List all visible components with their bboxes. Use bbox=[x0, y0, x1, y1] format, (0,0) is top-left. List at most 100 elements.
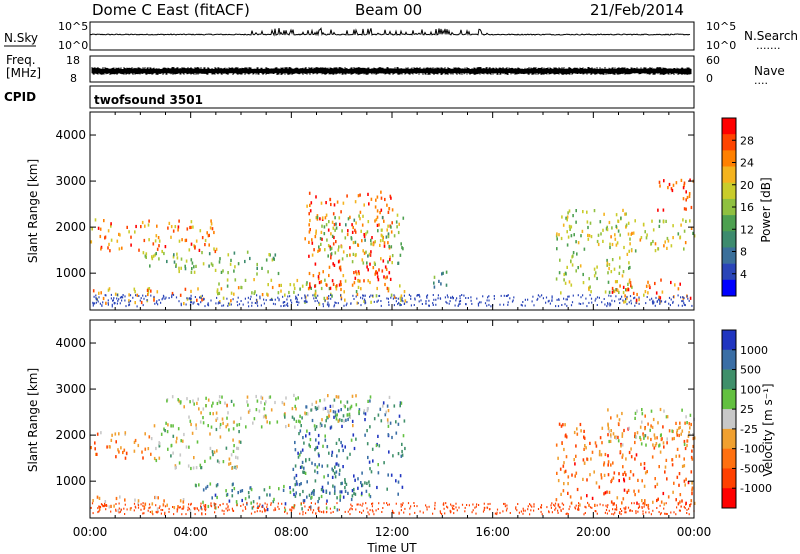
scatter-cell bbox=[570, 234, 573, 238]
scatter-cell bbox=[613, 289, 616, 293]
scatter-cell bbox=[248, 305, 250, 308]
scatter-cell bbox=[624, 300, 627, 304]
scatter-cell bbox=[403, 294, 405, 297]
scatter-cell bbox=[340, 296, 343, 300]
scatter-cell bbox=[618, 472, 620, 476]
scatter-cell bbox=[193, 456, 195, 460]
scatter-cell bbox=[618, 290, 620, 294]
scatter-cell bbox=[665, 458, 668, 462]
scatter-cell bbox=[312, 511, 314, 514]
scatter-cell bbox=[256, 507, 258, 510]
scatter-cell bbox=[150, 437, 153, 441]
scatter-cell bbox=[672, 490, 674, 494]
scatter-cell bbox=[282, 301, 284, 304]
scatter-cell bbox=[308, 212, 310, 216]
scatter-cell bbox=[596, 276, 598, 281]
scatter-cell bbox=[123, 507, 125, 510]
scatter-cell bbox=[310, 286, 312, 290]
scatter-cell bbox=[315, 216, 318, 220]
scatter-cell bbox=[232, 438, 234, 442]
scatter-cell bbox=[295, 473, 298, 478]
scatter-cell bbox=[91, 227, 93, 231]
scatter-cell bbox=[282, 488, 285, 492]
scatter-cell bbox=[226, 492, 229, 497]
scatter-cell bbox=[594, 503, 596, 507]
scatter-cell bbox=[308, 191, 311, 195]
scatter-cell bbox=[138, 295, 140, 297]
scatter-cell bbox=[666, 513, 668, 515]
scatter-cell bbox=[336, 200, 339, 204]
scatter-cell bbox=[642, 433, 645, 438]
scatter-cell bbox=[234, 465, 236, 469]
scatter-cell bbox=[325, 419, 327, 423]
scatter-cell bbox=[328, 287, 331, 291]
scatter-cell bbox=[388, 450, 390, 454]
scatter-cell bbox=[625, 223, 628, 227]
scatter-cell bbox=[95, 294, 97, 297]
scatter-cell bbox=[187, 506, 189, 509]
scatter-cell bbox=[428, 304, 430, 307]
scatter-cell bbox=[401, 246, 403, 250]
scatter-cell bbox=[170, 443, 173, 447]
scatter-cell bbox=[295, 295, 297, 298]
scatter-cell bbox=[364, 300, 366, 303]
scatter-cell bbox=[295, 407, 297, 411]
scatter-cell bbox=[318, 509, 320, 512]
scatter-cell bbox=[634, 440, 636, 445]
scatter-cell bbox=[425, 504, 427, 507]
power-scatter-cells bbox=[90, 178, 696, 308]
scatter-cell bbox=[667, 495, 670, 499]
scatter-cell bbox=[388, 304, 390, 306]
scatter-cell bbox=[663, 179, 665, 183]
scatter-cell bbox=[233, 269, 235, 273]
scatter-cell bbox=[124, 513, 126, 515]
scatter-cell bbox=[670, 298, 672, 301]
scatter-cell bbox=[164, 511, 166, 514]
scatter-cell bbox=[140, 508, 142, 511]
scatter-cell bbox=[404, 299, 407, 303]
scatter-cell bbox=[175, 263, 177, 267]
scatter-cell bbox=[325, 201, 327, 205]
scatter-cell bbox=[615, 508, 617, 511]
scatter-cell bbox=[155, 510, 157, 513]
scatter-cell bbox=[317, 249, 319, 253]
scatter-cell bbox=[345, 223, 347, 227]
scatter-cell bbox=[442, 271, 444, 275]
scatter-cell bbox=[156, 511, 158, 514]
scatter-cell bbox=[215, 427, 218, 432]
scatter-cell bbox=[161, 298, 163, 301]
scatter-cell bbox=[361, 239, 363, 243]
scatter-cell bbox=[638, 296, 640, 299]
scatter-cell bbox=[671, 188, 674, 193]
scatter-cell bbox=[656, 498, 658, 503]
scatter-cell bbox=[158, 456, 161, 460]
scatter-cell bbox=[193, 402, 195, 406]
scatter-cell bbox=[663, 502, 666, 506]
scatter-cell bbox=[540, 504, 543, 507]
scatter-cell bbox=[622, 208, 624, 212]
scatter-cell bbox=[677, 294, 679, 297]
scatter-cell bbox=[390, 245, 393, 249]
scatter-cell bbox=[129, 507, 132, 511]
scatter-cell bbox=[644, 434, 647, 438]
scatter-cell bbox=[126, 508, 128, 511]
scatter-cell bbox=[207, 504, 210, 509]
scatter-cell bbox=[584, 512, 586, 514]
scatter-cell bbox=[283, 413, 286, 417]
scatter-cell bbox=[231, 466, 233, 470]
scatter-cell bbox=[403, 302, 406, 305]
scatter-cell bbox=[679, 500, 681, 504]
scatter-cell bbox=[393, 234, 396, 238]
scatter-cell bbox=[225, 446, 228, 450]
scatter-cell bbox=[188, 445, 190, 449]
scatter-cell bbox=[101, 503, 103, 506]
scatter-cell bbox=[599, 220, 602, 224]
scatter-cell bbox=[229, 461, 232, 466]
scatter-cell bbox=[366, 409, 369, 413]
scatter-cell bbox=[346, 400, 349, 404]
scatter-cell bbox=[209, 456, 212, 460]
scatter-cell bbox=[351, 508, 353, 511]
scatter-cell bbox=[342, 250, 345, 254]
scatter-cell bbox=[382, 259, 385, 263]
scatter-cell bbox=[99, 505, 101, 508]
